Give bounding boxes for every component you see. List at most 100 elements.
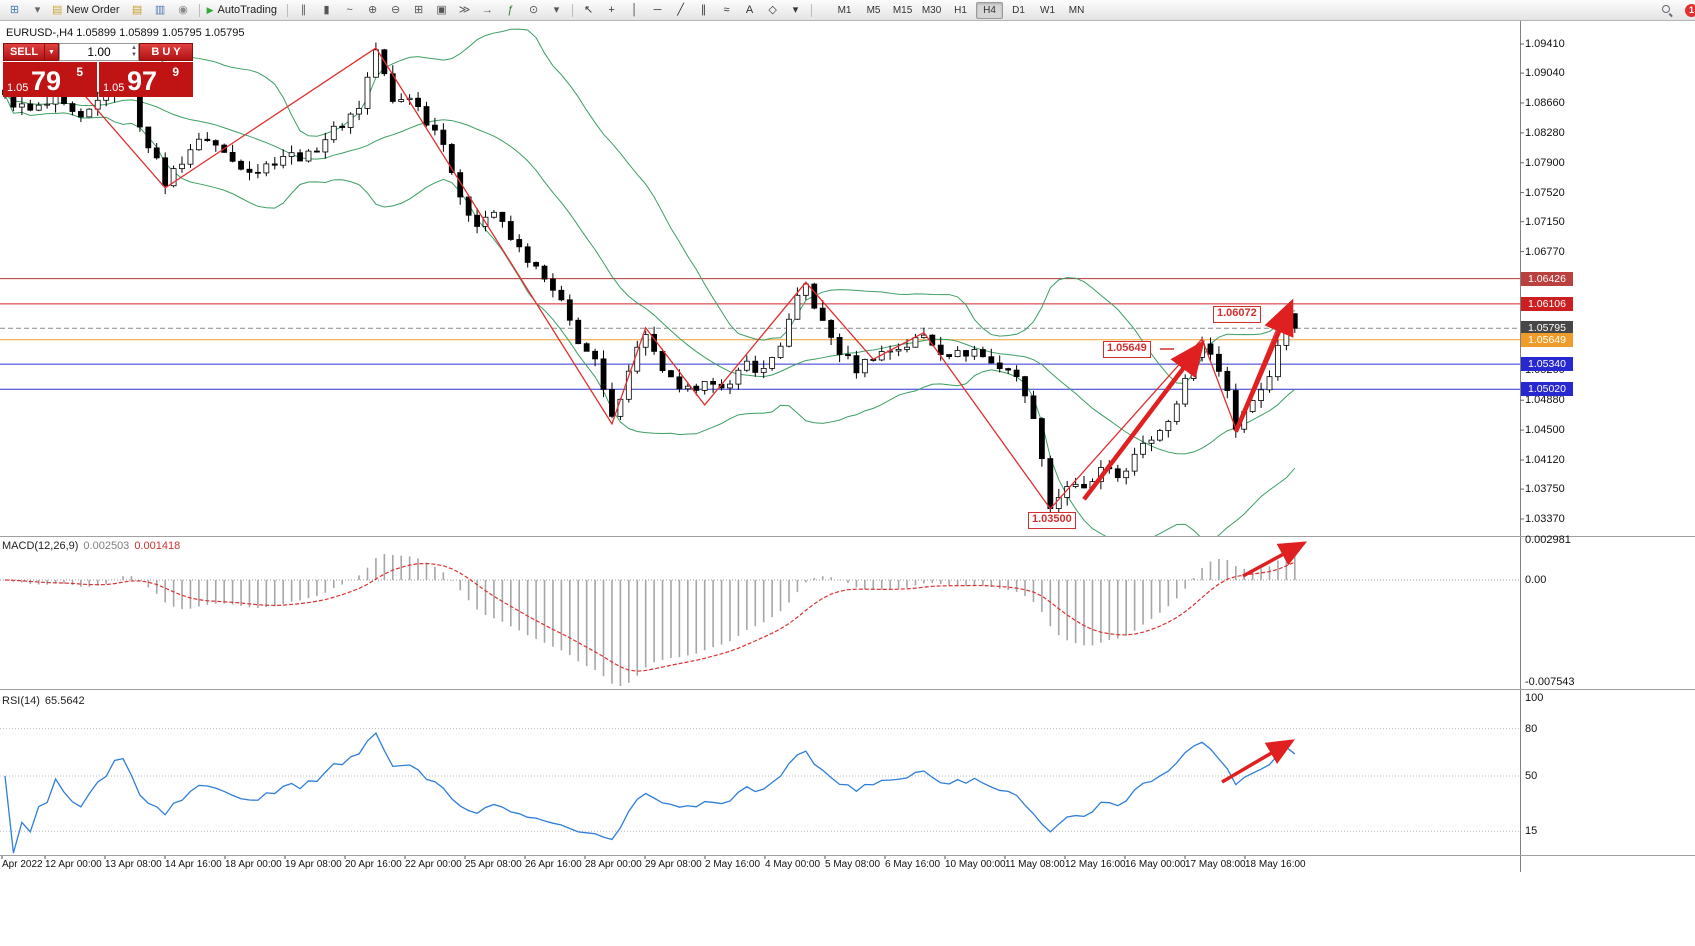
price-annotation[interactable]: 1.06072: [1213, 306, 1261, 323]
x-axis-label: 29 Apr 08:00: [645, 859, 702, 870]
indicators-icon[interactable]: ƒ: [507, 4, 514, 16]
ask-price[interactable]: 1.05 97 9: [99, 62, 193, 97]
fibonacci-icon[interactable]: ≈: [723, 4, 730, 16]
y-axis-label: 1.04880: [1525, 394, 1565, 407]
price-annotation[interactable]: 1.05649: [1103, 341, 1151, 358]
x-axis-label: 17 May 08:00: [1185, 859, 1246, 870]
x-axis-label: 20 Apr 16:00: [345, 859, 402, 870]
bid-pip-digit: 5: [76, 65, 83, 79]
bid-price[interactable]: 1.05 79 5: [3, 62, 97, 97]
one-click-trading-panel: SELL ▼ 1.00 ▲ ▼ B U Y 1.05 79 5 1.05 97 9: [3, 43, 193, 97]
volume-down-icon[interactable]: ▼: [131, 52, 137, 58]
macd-label: MACD(12,26,9) 0.002503 0.001418: [2, 540, 180, 552]
x-axis-label: 12 May 16:00: [1065, 859, 1126, 870]
x-axis-label: 18 Apr 00:00: [225, 859, 282, 870]
rsi-name: RSI(14): [2, 695, 40, 707]
bid-main-digits: 79: [31, 66, 62, 96]
draw-icon-group: ↖ + │ ─ ╱ ∥ ≈ A ◇ ▾: [577, 2, 807, 18]
ask-prefix: 1.05: [103, 82, 125, 94]
volume-value: 1.00: [87, 45, 111, 59]
auto-scroll-icon[interactable]: ≫: [458, 4, 471, 16]
arrows-icon[interactable]: ◇: [768, 4, 777, 16]
y-axis-label: 1.07520: [1525, 186, 1565, 199]
x-axis-label: 10 May 00:00: [945, 859, 1006, 870]
candlestick-icon[interactable]: ▮: [323, 4, 330, 16]
timeframe-toolbar: M1 M5 M15 M30 H1 H4 D1 W1 MN: [830, 1, 1091, 19]
price-annotation[interactable]: 1.03500: [1028, 512, 1076, 529]
price-tag: 1.05340: [1521, 357, 1573, 372]
zoom-in-icon[interactable]: ⊕: [367, 4, 378, 16]
x-axis-label: 22 Apr 00:00: [405, 859, 462, 870]
navigator-icon[interactable]: ◉: [178, 4, 188, 16]
main-toolbar: ⊞ ▾ ▤ New Order ▤ ▥ ◉ ▶ AutoTrading ∥ ▮ ~ ⊕ ⊖ ⊞ ▣…: [0, 0, 1695, 21]
y-axis-label: 1.07150: [1525, 215, 1565, 228]
market-watch-icon[interactable]: ▤: [131, 4, 143, 16]
x-axis-label: 6 May 16:00: [885, 859, 941, 870]
tile-windows-icon[interactable]: ⊞: [413, 4, 424, 16]
price-tag: 1.06426: [1521, 271, 1573, 286]
volume-up-icon[interactable]: ▲: [131, 45, 137, 51]
toolbar-separator: [572, 3, 574, 17]
x-axis-label: 18 May 16:00: [1245, 859, 1306, 870]
chart-shift-icon[interactable]: →: [482, 4, 494, 16]
line-chart-icon[interactable]: ~: [346, 4, 353, 16]
zoom-out-icon[interactable]: ⊖: [390, 4, 401, 16]
timeframe-M5[interactable]: M5: [866, 4, 881, 16]
new-chart-icon[interactable]: ⊞: [9, 4, 20, 16]
timeframe-H4[interactable]: H4: [976, 1, 1004, 19]
order-options-dropdown-icon[interactable]: ▼: [45, 43, 59, 61]
autotrading-play-icon: ▶: [206, 5, 214, 15]
timeframe-H1[interactable]: H1: [954, 4, 967, 16]
x-axis-label: 2 May 16:00: [705, 859, 761, 870]
new-order-label: New Order: [66, 4, 120, 16]
bid-prefix: 1.05: [7, 82, 29, 94]
channel-icon[interactable]: ∥: [700, 4, 707, 16]
search-button[interactable]: [1657, 2, 1678, 18]
trendline-icon[interactable]: ╱: [677, 4, 684, 16]
sell-button[interactable]: SELL: [3, 43, 45, 61]
timeframe-D1[interactable]: D1: [1012, 4, 1025, 16]
vertical-line-icon[interactable]: │: [631, 4, 638, 16]
y-axis-label: 1.03750: [1525, 483, 1565, 496]
cursor-icon[interactable]: ↖: [583, 4, 594, 16]
shapes-dropdown-icon[interactable]: ▾: [792, 4, 799, 16]
rsi-axis-label: 80: [1525, 722, 1538, 735]
x-axis-label: 12 Apr 00:00: [45, 859, 102, 870]
rsi-value: 65.5642: [44, 695, 85, 707]
ask-main-digits: 97: [127, 66, 158, 96]
x-axis-label: Apr 2022: [2, 859, 43, 870]
toolbar-separator: [198, 3, 200, 17]
text-label-icon[interactable]: A: [745, 4, 754, 16]
rsi-label: RSI(14) 65.5642: [2, 695, 85, 707]
data-window-icon[interactable]: ▥: [154, 4, 166, 16]
volume-input[interactable]: 1.00 ▲ ▼: [59, 43, 139, 61]
y-axis-label: 1.09040: [1525, 67, 1565, 80]
x-axis-label: 26 Apr 16:00: [525, 859, 582, 870]
timeframe-M15[interactable]: M15: [892, 4, 913, 16]
bar-chart-icon[interactable]: ∥: [300, 4, 307, 16]
y-axis-label: 1.04120: [1525, 454, 1565, 466]
timeframe-W1[interactable]: W1: [1040, 4, 1056, 16]
crosshair-icon[interactable]: +: [608, 4, 615, 16]
cascade-windows-icon[interactable]: ▣: [436, 4, 447, 16]
rsi-axis-label: 50: [1525, 770, 1538, 782]
templates-dropdown-icon[interactable]: ▾: [553, 4, 560, 16]
notification-badge[interactable]: 1: [1685, 3, 1695, 17]
macd-axis-label: 0.002981: [1525, 533, 1571, 546]
buy-button[interactable]: B U Y: [139, 43, 193, 61]
price-tag: 1.06106: [1521, 296, 1573, 311]
timeframe-M30[interactable]: M30: [921, 4, 942, 16]
volume-spinner[interactable]: ▲ ▼: [131, 44, 137, 60]
timeframe-MN[interactable]: MN: [1068, 4, 1085, 16]
x-axis-label: 4 May 00:00: [765, 859, 821, 870]
timeframe-M1[interactable]: M1: [837, 4, 852, 16]
horizontal-line-icon[interactable]: ─: [653, 4, 662, 16]
rsi-axis-label: 100: [1525, 692, 1544, 704]
new-order-button[interactable]: ▤ New Order: [50, 2, 125, 18]
macd-axis-label: -0.007543: [1525, 675, 1575, 688]
autotrading-button[interactable]: ▶ AutoTrading: [205, 2, 282, 18]
x-axis-label: 28 Apr 00:00: [585, 859, 642, 870]
chart-list-dropdown-icon[interactable]: ▾: [34, 4, 41, 16]
periods-icon[interactable]: ⊙: [528, 4, 539, 16]
